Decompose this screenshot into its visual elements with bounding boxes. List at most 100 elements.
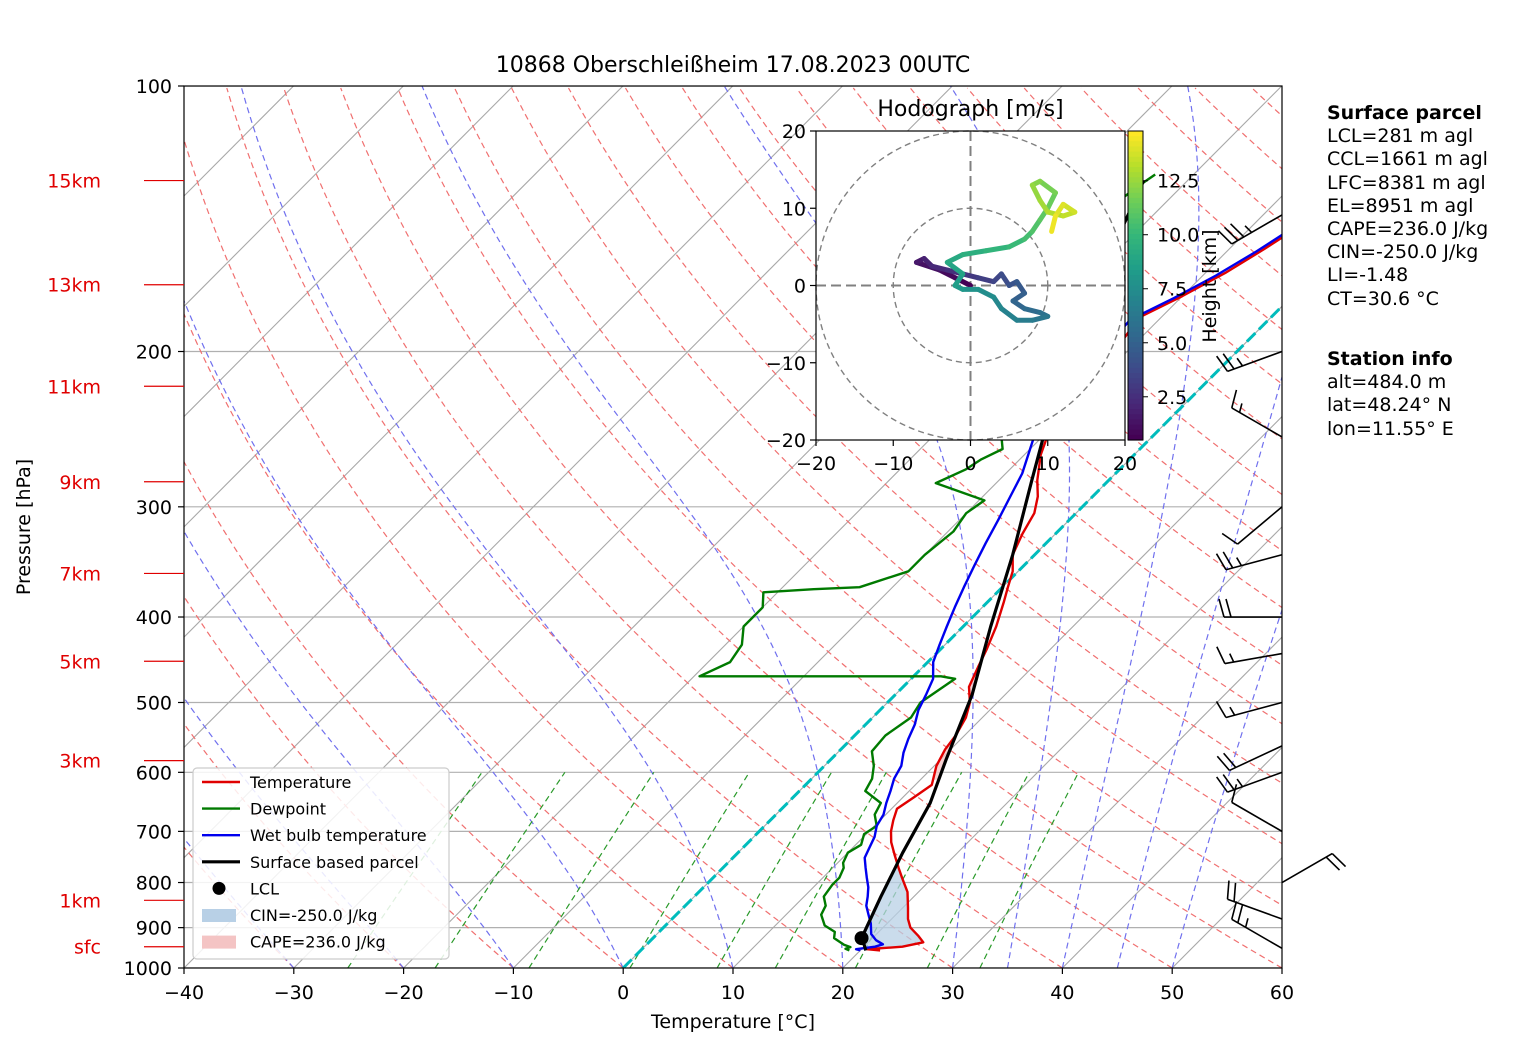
colorbar-segment [1128, 141, 1143, 147]
surface-li: LI=-1.48 [1327, 264, 1488, 287]
x-tick-label: −20 [384, 982, 424, 1004]
hodograph-x-tick-label: 10 [1036, 453, 1060, 475]
wind-barbs [1216, 215, 1345, 948]
mixing-ratio-line [980, 772, 1079, 968]
p-tick-label: 200 [136, 342, 172, 364]
colorbar-segment [1128, 193, 1143, 199]
hodograph-x-tick-label: −10 [873, 453, 913, 475]
wind-barb-staff [1238, 507, 1282, 544]
legend-label-cin: CIN=-250.0 J/kg [250, 906, 377, 925]
wind-barb-half-flag [1240, 403, 1242, 412]
wind-barb-half-flag [1230, 654, 1234, 662]
p-tick-label: 1000 [124, 958, 172, 980]
hodograph-y-tick-label: 10 [782, 198, 806, 220]
wind-barb-flag [1227, 881, 1228, 900]
mixing-ratio-line [717, 772, 831, 968]
station-alt: alt=484.0 m [1327, 371, 1454, 394]
wind-barb-flag [1217, 647, 1225, 664]
p-tick-label: 400 [136, 607, 172, 629]
colorbar-segment [1128, 347, 1143, 353]
lcl-marker [855, 931, 869, 945]
colorbar-segment [1128, 234, 1143, 240]
legend-label-dewpoint: Dewpoint [250, 800, 326, 819]
colorbar-segment [1128, 327, 1143, 333]
surface-ccl: CCL=1661 m agl [1327, 148, 1488, 171]
colorbar-segment [1128, 275, 1143, 281]
colorbar-segment [1128, 136, 1143, 142]
surface-parcel-info: Surface parcel LCL=281 m agl CCL=1661 m … [1327, 102, 1488, 311]
wind-barb-flag [1238, 905, 1243, 923]
colorbar-segment [1128, 414, 1143, 420]
wind-barb-flag [1234, 883, 1235, 902]
chart-title: 10868 Oberschleißheim 17.08.2023 00UTC [496, 53, 971, 78]
station-lat: lat=48.24° N [1327, 394, 1454, 417]
wind-barb [1232, 901, 1282, 948]
colorbar-segment [1128, 342, 1143, 348]
p-tick-label: 500 [136, 692, 172, 714]
wind-barb-staff [1226, 555, 1282, 570]
colorbar-segment [1128, 316, 1143, 322]
colorbar-tick-label: 12.5 [1157, 171, 1199, 193]
colorbar-segment [1128, 399, 1143, 405]
hodograph-title: Hodograph [m/s] [877, 97, 1063, 122]
colorbar-segment [1128, 249, 1143, 255]
surface-cape: CAPE=236.0 J/kg [1327, 218, 1488, 241]
height-label: sfc [74, 937, 101, 959]
colorbar-segment [1128, 152, 1143, 158]
p-tick-label: 900 [136, 918, 172, 940]
colorbar-segment [1128, 146, 1143, 152]
wind-barb [1217, 746, 1282, 771]
colorbar-segment [1128, 270, 1143, 276]
mixing-ratio-line [435, 772, 565, 968]
colorbar-tick-label: 2.5 [1157, 387, 1187, 409]
colorbar-segment [1128, 131, 1143, 137]
hodograph-y-tick-label: −10 [766, 353, 806, 375]
colorbar-segment [1128, 358, 1143, 364]
colorbar-segment [1128, 291, 1143, 297]
wind-barb-half-flag [1230, 707, 1235, 715]
colorbar-segment [1128, 183, 1143, 189]
legend-label-temperature: Temperature [249, 773, 351, 792]
colorbar-segment [1128, 167, 1143, 173]
colorbar-segment [1128, 394, 1143, 400]
y-axis-label: Pressure [hPa] [13, 459, 35, 595]
colorbar-segment [1128, 419, 1143, 425]
surface-ct: CT=30.6 °C [1327, 288, 1488, 311]
wind-barb-half-flag [1246, 918, 1248, 927]
colorbar-segment [1128, 301, 1143, 307]
x-tick-label: 10 [721, 982, 745, 1004]
surface-cin: CIN=-250.0 J/kg [1327, 241, 1488, 264]
wind-barb [1218, 215, 1282, 244]
colorbar-segment [1128, 430, 1143, 436]
wind-barb [1216, 552, 1282, 570]
colorbar-segment [1128, 409, 1143, 415]
hodograph-y-tick-label: 20 [782, 121, 806, 143]
mixing-ratio-line [529, 772, 654, 968]
wind-barb-flag [1232, 390, 1237, 408]
colorbar-segment [1128, 311, 1143, 317]
hodograph-y-tick-label: 0 [794, 276, 806, 298]
colorbar-segment [1128, 157, 1143, 163]
isotherm-line [0, 86, 74, 968]
colorbar-segment [1128, 229, 1143, 235]
surface-lfc: LFC=8381 m agl [1327, 172, 1488, 195]
wind-barb [1222, 507, 1282, 544]
colorbar-segment [1128, 322, 1143, 328]
colorbar-segment [1128, 352, 1143, 358]
wind-barb-half-flag [1237, 358, 1242, 366]
p-tick-label: 700 [136, 821, 172, 843]
height-label: 11km [47, 376, 101, 398]
surface-parcel-title: Surface parcel [1327, 102, 1488, 125]
x-tick-label: −30 [274, 982, 314, 1004]
colorbar-segment [1128, 208, 1143, 214]
p-tick-label: 600 [136, 762, 172, 784]
wind-barb [1227, 881, 1282, 919]
mixing-ratio-line [927, 772, 1029, 968]
colorbar-segment [1128, 172, 1143, 178]
height-label: 7km [59, 563, 101, 585]
x-tick-label: 0 [617, 982, 629, 1004]
legend-swatch-cape [202, 936, 236, 949]
colorbar-segment [1128, 177, 1143, 183]
colorbar-tick-label: 10.0 [1157, 225, 1199, 247]
height-label: 3km [59, 751, 101, 773]
